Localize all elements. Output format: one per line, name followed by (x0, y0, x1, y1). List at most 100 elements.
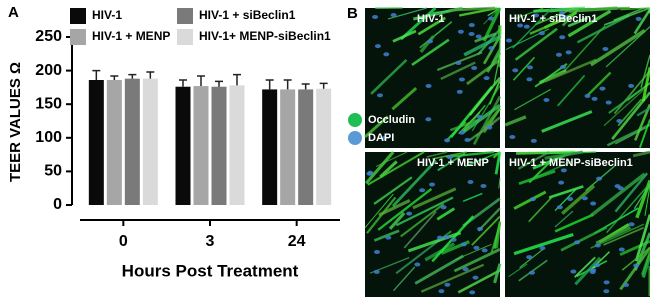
cell-fiber (586, 71, 612, 96)
cell-fiber (562, 25, 606, 73)
cell-fiber (560, 226, 608, 252)
cell-fiber (474, 32, 497, 43)
nucleus (425, 83, 432, 88)
nucleus (599, 86, 606, 91)
error-bar (233, 73, 241, 86)
nucleus (602, 47, 609, 52)
y-tick-label: 250 (35, 28, 62, 45)
nucleus (590, 201, 597, 206)
nucleus (443, 235, 450, 240)
cell-fiber (590, 251, 610, 271)
nucleus (390, 12, 397, 17)
bar (262, 89, 278, 205)
nucleus (623, 282, 630, 287)
cell-fiber (458, 111, 481, 135)
nucleus (483, 76, 490, 81)
nucleus (377, 93, 384, 98)
nucleus (526, 77, 533, 82)
nucleus (373, 269, 380, 274)
nucleus (467, 180, 474, 185)
cell-fiber (554, 213, 594, 233)
error-bar (283, 79, 292, 90)
cell-fiber (517, 151, 550, 170)
bar (88, 80, 104, 205)
cell-fiber (437, 152, 466, 172)
nucleus (427, 39, 434, 44)
cell-fiber (518, 169, 556, 186)
nucleus (438, 289, 445, 294)
nucleus (414, 262, 421, 267)
cell-fiber (490, 48, 501, 65)
cell-fiber (393, 266, 416, 292)
nucleus (480, 183, 487, 188)
cell-fiber (364, 193, 394, 229)
nucleus (366, 171, 373, 176)
cell-fiber (419, 21, 453, 49)
nucleus (372, 14, 379, 19)
nucleus (603, 289, 610, 294)
micrograph: HIV-1 (364, 6, 502, 148)
cell-fiber (574, 256, 596, 278)
y-tick-label: 200 (35, 62, 62, 79)
bar (175, 86, 191, 205)
nucleus (450, 237, 457, 242)
cell-fiber (518, 259, 548, 282)
cell-fiber (606, 123, 650, 147)
cell-fiber (469, 76, 501, 116)
cell-fiber (632, 150, 650, 158)
cell-fiber (387, 7, 427, 20)
nucleus (456, 89, 463, 94)
cell-fiber (513, 190, 547, 210)
cell-fiber (541, 110, 593, 133)
cell-fiber (446, 150, 495, 159)
bar (211, 86, 227, 205)
cell-fiber (533, 6, 585, 13)
legend-label: HIV-1 + MENP (92, 29, 170, 43)
nucleus (458, 130, 465, 135)
nucleus (481, 248, 488, 253)
legend-dot (348, 113, 362, 127)
cell-fiber (391, 87, 418, 111)
cell-fiber (544, 150, 584, 160)
cell-fiber (453, 248, 501, 273)
cell-fiber (419, 35, 435, 54)
micrograph-label: HIV-1 + MENP (417, 157, 489, 169)
cell-fiber (640, 54, 650, 88)
error-bar (197, 75, 205, 87)
nucleus (556, 205, 563, 210)
nucleus (512, 68, 519, 73)
nucleus (509, 135, 516, 140)
error-bar (179, 79, 187, 87)
nucleus (591, 96, 598, 101)
nucleus (471, 65, 478, 70)
cell-fiber (603, 7, 650, 26)
nucleus (425, 117, 432, 122)
cell-fiber (513, 232, 574, 256)
error-bar (215, 80, 223, 87)
cell-fiber (589, 29, 646, 67)
nucleus (558, 180, 565, 185)
legend-swatch (177, 8, 193, 24)
legend-swatch (70, 8, 86, 24)
cell-fiber (514, 27, 558, 61)
cell-fiber (534, 7, 576, 26)
cell-fiber (561, 184, 596, 215)
nucleus (374, 249, 381, 254)
cell-fiber (504, 115, 527, 127)
nucleus (555, 52, 562, 57)
nucleus (462, 267, 469, 272)
cell-fiber (377, 188, 433, 231)
cell-fiber (379, 160, 398, 178)
nucleus (517, 23, 524, 28)
cell-fiber (548, 185, 584, 199)
y-axis-label: TEER VALUES Ω (7, 62, 24, 182)
nucleus (614, 184, 621, 189)
nucleus (567, 196, 574, 201)
cell-fiber (486, 52, 502, 73)
cell-fiber (466, 58, 501, 86)
nucleus (476, 114, 483, 119)
cell-fiber (392, 29, 417, 43)
nucleus (560, 64, 567, 69)
x-tick-label: 3 (206, 233, 215, 250)
